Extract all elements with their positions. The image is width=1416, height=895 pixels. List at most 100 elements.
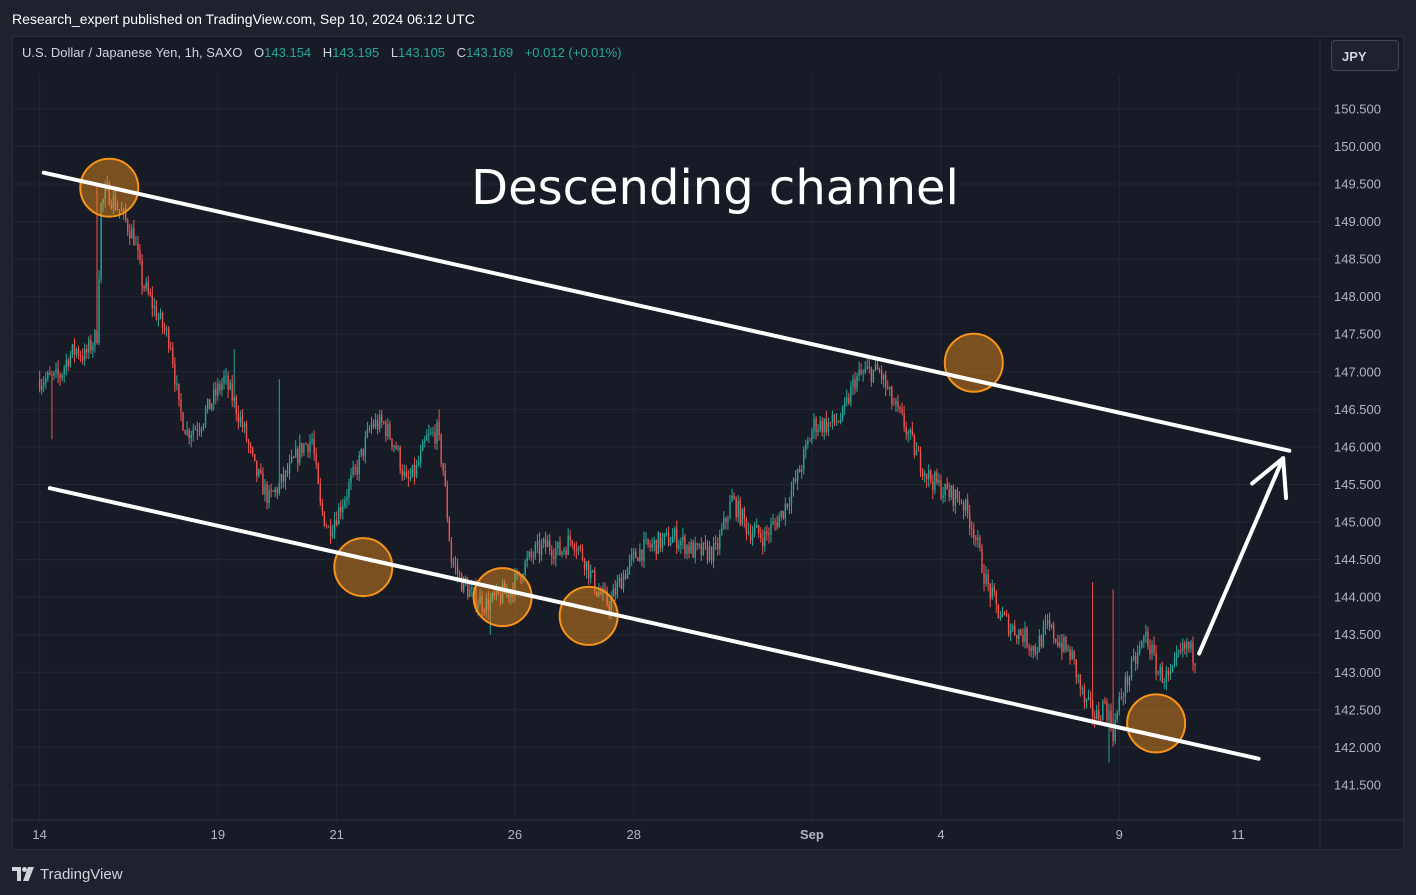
candle-body (510, 590, 512, 597)
candle-body (1042, 626, 1045, 647)
candle-body (663, 533, 666, 538)
candle-body (292, 457, 295, 459)
chart-area[interactable] (12, 36, 1404, 850)
candle-body (436, 421, 438, 444)
candle-body (290, 457, 293, 462)
candle-body (284, 470, 287, 482)
candle-body (723, 517, 725, 529)
candle-body (268, 489, 270, 504)
currency-button[interactable]: JPY (1331, 40, 1399, 71)
candle-body (280, 474, 283, 483)
candle-body (71, 344, 74, 355)
candle-body (743, 508, 746, 520)
candle-body (452, 562, 455, 565)
candle-body (542, 538, 545, 544)
candle-body (530, 551, 532, 557)
candle-body (1055, 638, 1057, 642)
candle-body (399, 447, 401, 470)
candle-body (911, 429, 914, 435)
candle-body (907, 432, 909, 435)
candle-body (202, 423, 205, 429)
candle-body (950, 486, 952, 498)
candle-body (532, 556, 535, 558)
candle-body (831, 414, 834, 423)
candle-body (1089, 697, 1092, 701)
candle-body (913, 434, 916, 456)
time-tick-label: 28 (626, 827, 640, 842)
candle-body (868, 366, 871, 368)
candle-body (149, 292, 151, 295)
candle-body (243, 424, 246, 428)
candle-body (768, 533, 770, 536)
candle-body (544, 538, 547, 548)
candle-body (315, 453, 317, 464)
candle-body (1192, 642, 1194, 664)
candle-body (821, 420, 823, 433)
price-tick-label: 147.500 (1334, 327, 1381, 342)
candle-body (333, 520, 336, 532)
candle-body (1186, 641, 1188, 649)
candle-body (1139, 646, 1141, 653)
candle-body (43, 382, 45, 386)
candle-body (434, 432, 436, 444)
candle-body (299, 442, 301, 464)
time-tick-label: 26 (508, 827, 522, 842)
candle-body (590, 570, 592, 579)
candle-body (372, 423, 375, 427)
candle-body (809, 440, 811, 442)
candle-body (1040, 635, 1043, 647)
time-tick-label: 4 (937, 827, 944, 842)
candle-body (75, 348, 78, 355)
candle-body (557, 542, 559, 549)
candle-body (1007, 615, 1010, 635)
candle-body (825, 419, 827, 432)
candle-body (704, 542, 707, 545)
candle-body (852, 379, 854, 387)
candle-body (1102, 701, 1104, 721)
candle-body (313, 439, 315, 454)
candle-body (647, 538, 649, 545)
low-value: 143.105 (398, 45, 446, 60)
candle-body (764, 531, 766, 547)
candle-body (520, 575, 522, 580)
price-tick-label: 141.500 (1334, 777, 1381, 792)
candle-body (577, 547, 580, 552)
candle-body (1065, 637, 1067, 651)
candle-body (585, 561, 588, 570)
candle-body (733, 495, 735, 499)
candle-body (921, 471, 924, 477)
candle-body (422, 441, 424, 451)
candle-body (850, 386, 852, 404)
candle-body (928, 470, 930, 479)
candle-body (485, 598, 487, 613)
candle-body (469, 589, 471, 598)
candle-body (1093, 716, 1096, 719)
candle-body (889, 387, 891, 389)
candle-body (934, 472, 936, 491)
candle-body (86, 349, 88, 353)
candle-body (497, 588, 500, 594)
candle-body (397, 447, 399, 449)
candle-body (487, 598, 489, 611)
candle-body (198, 431, 201, 433)
candle-body (167, 328, 170, 348)
candle-body (47, 372, 49, 379)
candle-body (1149, 646, 1151, 655)
candle-body (839, 419, 842, 422)
close-value: 143.169 (466, 45, 514, 60)
candle-body (1030, 648, 1032, 651)
candle-body (1005, 613, 1008, 616)
candle-body (626, 567, 629, 579)
candle-body (288, 461, 291, 474)
candle-body (899, 406, 901, 409)
candle-body (172, 347, 174, 365)
candle-body (182, 412, 184, 431)
top-bar: Research_expert published on TradingView… (0, 0, 1416, 36)
candle-body (870, 367, 873, 382)
candle-body (430, 432, 432, 434)
candle-body (858, 370, 860, 376)
candle-body (387, 423, 389, 437)
candle-body (1124, 676, 1127, 697)
candle-body (635, 551, 637, 558)
